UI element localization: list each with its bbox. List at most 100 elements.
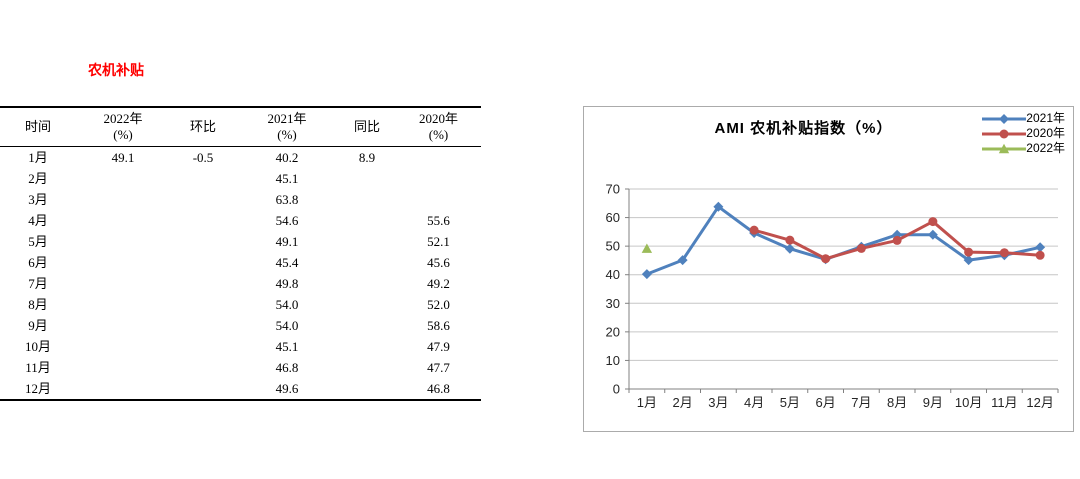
x-tick-label: 9月 bbox=[923, 395, 943, 410]
legend-label: 2020年 bbox=[1026, 126, 1065, 140]
table-cell: 6月 bbox=[28, 255, 48, 270]
x-tick-label: 10月 bbox=[955, 395, 982, 410]
triangle-marker-icon bbox=[999, 143, 1010, 153]
table-cell: 49.2 bbox=[427, 276, 450, 291]
circle-marker-icon bbox=[999, 248, 1009, 258]
x-tick-label: 7月 bbox=[851, 395, 871, 410]
table-cell: 1月 bbox=[28, 150, 48, 165]
legend-item-2020年: 2020年 bbox=[982, 126, 1065, 141]
y-tick-label: 0 bbox=[613, 382, 620, 397]
diamond-marker-icon bbox=[677, 255, 688, 266]
table-cell: 54.0 bbox=[275, 318, 299, 333]
table-cell bbox=[338, 168, 396, 189]
table-cell bbox=[338, 252, 396, 273]
table-row: 6月 45.4 45.6 bbox=[0, 252, 481, 273]
table-cell bbox=[338, 273, 396, 294]
table-cell: 45.4 bbox=[275, 255, 299, 270]
table-cell bbox=[76, 210, 170, 231]
axes bbox=[625, 188, 1059, 393]
table-header-row: 时间 2022年 (%) 环比 2021年 (%) 同比 2020年 (%) bbox=[0, 107, 481, 147]
table-body: 1月 49.1 -0.5 40.2 8.9 2月 45.1 3月 63.8 4月 54.6 55.6 5… bbox=[0, 147, 481, 400]
table-cell bbox=[76, 231, 170, 252]
table-row: 9月 54.0 58.6 bbox=[0, 315, 481, 336]
table-row: 12月 49.6 46.8 bbox=[0, 378, 481, 400]
y-tick-label: 40 bbox=[606, 267, 620, 282]
table-cell: 40.2 bbox=[275, 150, 299, 165]
table-header: 时间 2022年 (%) 环比 2021年 (%) 同比 2020年 (%) bbox=[0, 107, 481, 147]
chart-legend: 2021年 2020年 2022年 bbox=[982, 111, 1065, 156]
diamond-marker-icon bbox=[784, 243, 795, 254]
circle-marker-icon bbox=[999, 129, 1009, 138]
table-cell: 49.1 bbox=[275, 234, 299, 249]
x-tick-label: 1月 bbox=[637, 395, 657, 410]
table-cell bbox=[338, 336, 396, 357]
table-cell: 47.7 bbox=[427, 360, 450, 375]
column-header: 时间 bbox=[24, 119, 51, 134]
legend-label: 2021年 bbox=[1026, 111, 1065, 125]
table-cell: 45.1 bbox=[275, 171, 299, 186]
table-cell: 9月 bbox=[28, 318, 48, 333]
table-cell: 47.9 bbox=[427, 339, 450, 354]
y-tick-label: 20 bbox=[606, 324, 620, 339]
table-cell: 58.6 bbox=[427, 318, 450, 333]
column-header: 2020年 (%) bbox=[418, 111, 458, 142]
circle-marker-icon bbox=[892, 235, 902, 245]
legend-key-icon bbox=[982, 143, 1027, 153]
table-row: 7月 49.8 49.2 bbox=[0, 273, 481, 294]
table-cell bbox=[338, 357, 396, 378]
table-cell bbox=[396, 147, 481, 169]
column-header: 2022年 (%) bbox=[103, 111, 143, 142]
table-cell: 2月 bbox=[28, 171, 48, 186]
x-tick-label: 4月 bbox=[744, 395, 764, 410]
table-cell bbox=[396, 168, 481, 189]
table-cell bbox=[170, 210, 236, 231]
x-tick-label: 2月 bbox=[673, 395, 693, 410]
table-cell: 55.6 bbox=[427, 213, 450, 228]
y-tick-label: 60 bbox=[606, 210, 620, 225]
table-cell: 52.0 bbox=[427, 297, 450, 312]
circle-marker-icon bbox=[964, 247, 974, 257]
diamond-marker-icon bbox=[963, 255, 974, 266]
table-cell bbox=[76, 189, 170, 210]
table-cell: 11月 bbox=[25, 360, 51, 375]
table-cell: 52.1 bbox=[427, 234, 450, 249]
legend-key-icon bbox=[982, 113, 1027, 124]
table-cell bbox=[170, 168, 236, 189]
table-cell bbox=[170, 252, 236, 273]
column-header: 环比 bbox=[189, 119, 216, 134]
x-tick-label: 12月 bbox=[1026, 395, 1053, 410]
table-cell bbox=[338, 210, 396, 231]
table-cell bbox=[170, 357, 236, 378]
table-cell: 46.8 bbox=[275, 360, 299, 375]
chart-title: AMI 农机补贴指数（%） bbox=[714, 120, 893, 137]
table-cell bbox=[338, 231, 396, 252]
x-tick-label: 8月 bbox=[887, 395, 907, 410]
table-cell: 63.8 bbox=[275, 192, 299, 207]
table-row: 5月 49.1 52.1 bbox=[0, 231, 481, 252]
table-cell: 5月 bbox=[28, 234, 48, 249]
table-row: 3月 63.8 bbox=[0, 189, 481, 210]
table-cell bbox=[338, 315, 396, 336]
table-cell: 3月 bbox=[28, 192, 48, 207]
table-cell bbox=[76, 252, 170, 273]
table-row: 1月 49.1 -0.5 40.2 8.9 bbox=[0, 147, 481, 169]
column-header: 同比 bbox=[353, 119, 380, 134]
table-row: 11月 46.8 47.7 bbox=[0, 357, 481, 378]
y-tick-label: 10 bbox=[606, 353, 620, 368]
table-row: 4月 54.6 55.6 bbox=[0, 210, 481, 231]
diamond-marker-icon bbox=[1035, 242, 1046, 253]
table-cell: 49.6 bbox=[275, 381, 299, 396]
series-2020年 bbox=[749, 217, 1045, 264]
legend-item-2022年: 2022年 bbox=[982, 141, 1065, 156]
table-row: 2月 45.1 bbox=[0, 168, 481, 189]
circle-marker-icon bbox=[749, 225, 759, 235]
diamond-marker-icon bbox=[927, 229, 938, 240]
circle-marker-icon bbox=[821, 254, 831, 264]
circle-marker-icon bbox=[1035, 250, 1045, 260]
table-cell: 7月 bbox=[28, 276, 48, 291]
table-cell: 45.6 bbox=[427, 255, 450, 270]
table-cell: 54.6 bbox=[275, 213, 299, 228]
table-cell bbox=[338, 378, 396, 400]
table-cell: 49.1 bbox=[111, 150, 135, 165]
